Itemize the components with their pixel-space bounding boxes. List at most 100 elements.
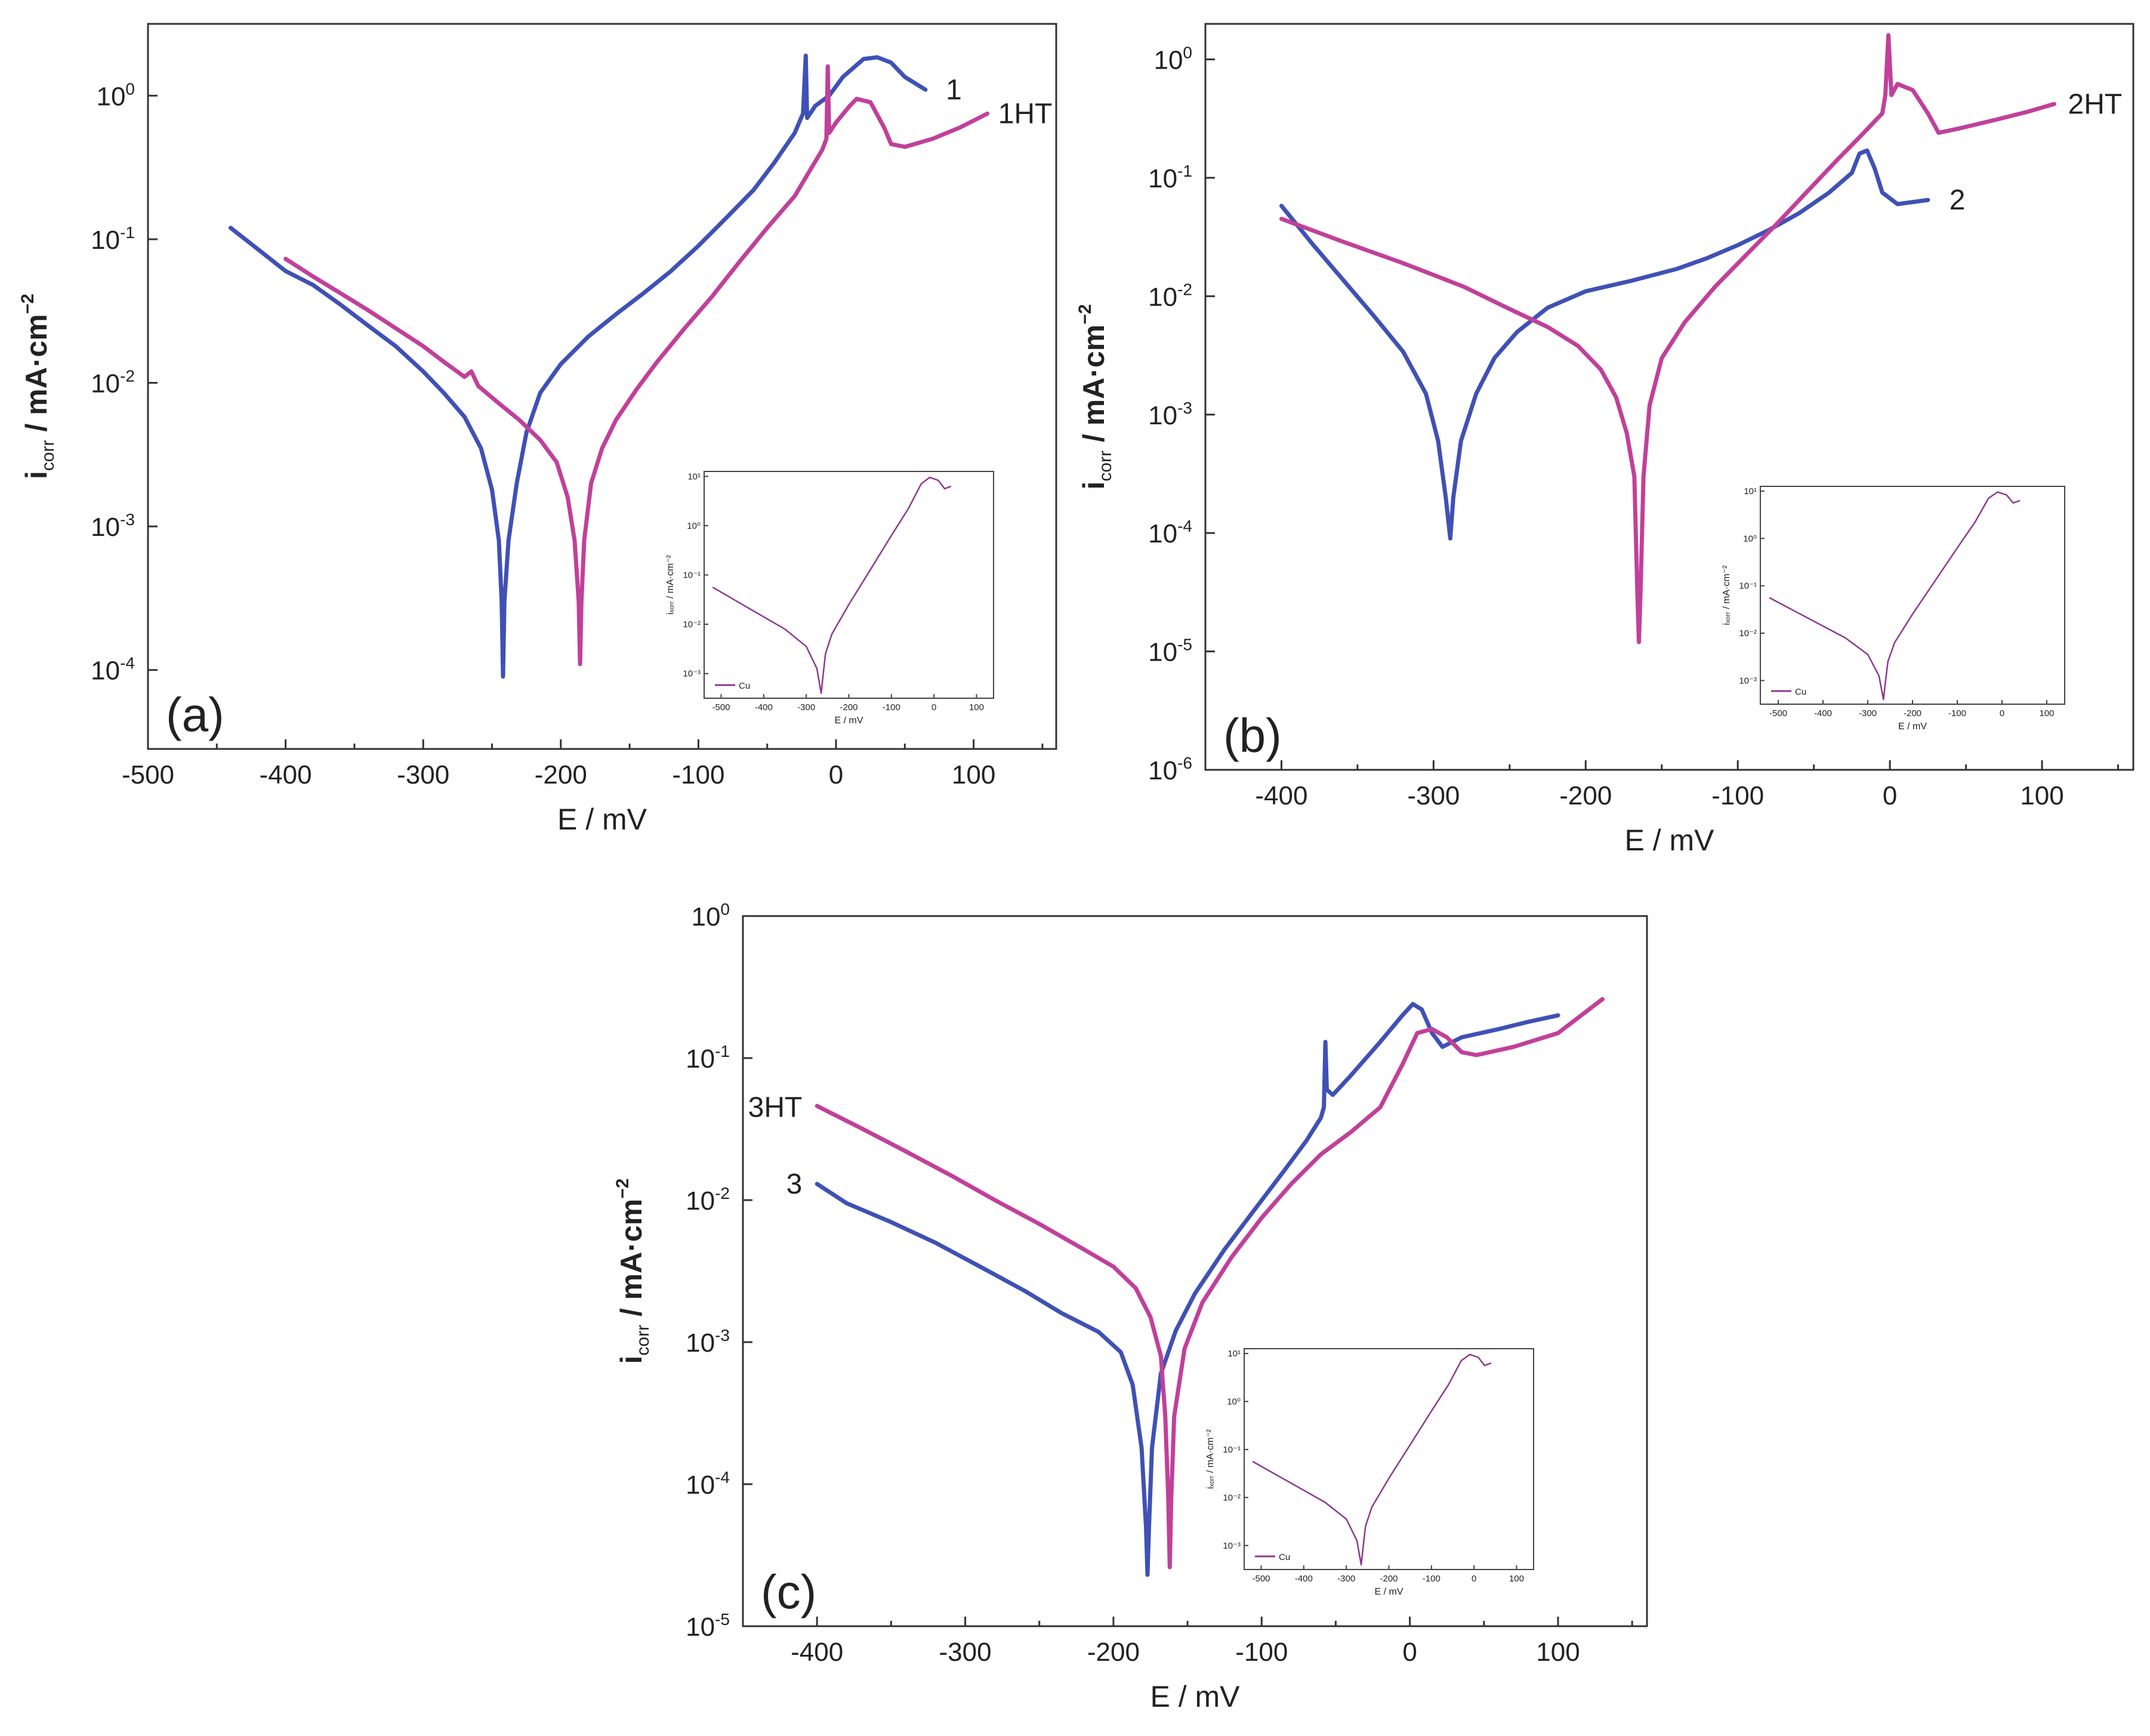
x-axis-label: E / mV (557, 803, 647, 836)
x-tick-label: -200 (535, 760, 587, 790)
inset-y-tick-label: 10⁻² (1739, 628, 1757, 639)
y-axis-label: icorr / mA·cm−2 (1075, 304, 1115, 490)
x-tick-label: 0 (829, 760, 843, 790)
x-axis-label: E / mV (1150, 1680, 1240, 1713)
inset-x-axis-label: E / mV (1374, 1587, 1403, 1597)
inset-x-tick-label: -300 (1337, 1574, 1355, 1584)
y-tick-label: 10-4 (686, 1468, 730, 1500)
inset-cu-curve (1769, 491, 2021, 701)
series-label-1: 1 (946, 74, 962, 106)
inset-frame (704, 471, 994, 699)
inset-chart: -500 -400 -300 -200 -100 0 100 10⁻³ 10⁻² 10⁻¹ 10⁰ 1… (665, 471, 994, 726)
inset-frame (1244, 1348, 1534, 1570)
x-axis-label: E / mV (1624, 824, 1714, 857)
x-tick-label: 0 (1883, 781, 1897, 810)
x-tick-label: 100 (1536, 1638, 1580, 1667)
inset-x-tick-label: -400 (1295, 1574, 1313, 1584)
series-line-1 (228, 53, 928, 679)
x-tick-label: -400 (1255, 781, 1307, 810)
x-tick-label: -400 (260, 760, 312, 790)
y-axis-label: icorr / mA·cm−2 (613, 1179, 653, 1364)
series-label-3HT: 3HT (748, 1092, 803, 1124)
inset-x-tick-label: -300 (1859, 708, 1877, 719)
inset-y-tick-label: 10⁻² (683, 619, 701, 630)
inset-y-tick-label: 10⁻¹ (1739, 581, 1757, 591)
panel-b: -400 -300 -200 -100 0 100 10-6 10-5 10-4 10-3 10-2… (1075, 23, 2134, 857)
x-tick-label: -200 (1559, 781, 1612, 810)
inset-y-tick-label: 10¹ (687, 471, 701, 482)
inset-legend-label: Cu (739, 681, 750, 691)
inset-x-axis-label: E / mV (834, 716, 863, 726)
y-tick-label: 10-2 (1148, 280, 1192, 312)
x-tick-label: -100 (672, 760, 724, 790)
y-tick-label: 10-1 (1148, 162, 1192, 193)
inset-y-tick-label: 10⁰ (687, 521, 701, 531)
y-tick-label: 10-4 (91, 654, 135, 686)
series-label-2HT: 2HT (2068, 88, 2123, 120)
inset-cu-curve (1252, 1353, 1492, 1566)
inset-x-tick-label: 100 (1509, 1574, 1524, 1584)
series-line-1HT (283, 64, 990, 667)
inset-y-tick-label: 10⁻³ (1223, 1541, 1241, 1551)
plot-frame (1204, 23, 2134, 771)
series-line-3HT (815, 997, 1605, 1570)
x-tick-label: -200 (1087, 1638, 1140, 1667)
inset-y-tick-label: 10⁻³ (683, 669, 701, 679)
inset-x-tick-label: -500 (1253, 1574, 1270, 1584)
inset-x-tick-label: 0 (931, 702, 936, 713)
inset-x-tick-label: -400 (1814, 708, 1832, 719)
plot-frame (742, 915, 1648, 1627)
x-tick-label: 0 (1402, 1638, 1417, 1667)
series-label-3: 3 (786, 1168, 803, 1200)
inset-x-tick-label: -400 (755, 702, 773, 713)
y-axis-label: icorr / mA·cm−2 (18, 294, 58, 479)
y-tick-label: 10-3 (91, 510, 135, 542)
x-tick-label: -100 (1711, 781, 1764, 810)
x-tick-label: 100 (2020, 781, 2063, 810)
y-tick-label: 10-4 (1148, 517, 1192, 548)
inset-x-tick-label: -200 (1904, 708, 1921, 719)
inset-x-axis-label: E / mV (1898, 721, 1927, 732)
inset-x-tick-label: -200 (1380, 1574, 1398, 1584)
x-tick-label: -300 (1407, 781, 1460, 810)
panel-a: -500 -400 -300 -200 -100 0 10010-410-310-210-1… (18, 23, 1057, 836)
inset-legend-label: Cu (1795, 687, 1806, 697)
x-tick-label: -300 (397, 760, 449, 790)
inset-y-axis-label: iₓₒᵣᵣ / mA·cm⁻² (1205, 1429, 1216, 1489)
y-tick-label: 10-2 (91, 366, 135, 398)
inset-y-tick-label: 10⁰ (1227, 1396, 1241, 1407)
series-line-2 (1279, 148, 1930, 541)
series-label-2: 2 (1950, 184, 1966, 216)
inset-x-tick-label: -100 (1423, 1574, 1440, 1584)
y-tick-label: 100 (96, 79, 135, 111)
inset-chart: -500 -400 -300 -200 -100 0 100 10⁻³ 10⁻² 10⁻¹ 10⁰ 1… (1722, 486, 2065, 732)
plot-frame (147, 23, 1057, 750)
x-tick-label: -300 (939, 1638, 992, 1667)
inset-x-tick-label: -100 (883, 702, 900, 713)
inset-y-tick-label: 10⁻¹ (1223, 1445, 1241, 1455)
y-tick-label: 10-6 (1148, 754, 1192, 785)
panel-label: (c) (761, 1565, 816, 1618)
x-tick-label: -500 (122, 760, 174, 790)
series-label-1HT: 1HT (998, 98, 1053, 129)
y-tick-label: 10-3 (1148, 399, 1192, 430)
inset-x-tick-label: 0 (1472, 1574, 1476, 1584)
inset-y-axis-label: iₓₒᵣᵣ / mA·cm⁻² (665, 554, 675, 615)
inset-y-tick-label: 10¹ (1744, 486, 1757, 497)
panel-c: -400 -300 -200 -100 0 100 10-5 10-4 10-3 10-2 10-1… (613, 900, 1648, 1713)
y-tick-label: 100 (1153, 44, 1192, 75)
inset-y-tick-label: 10⁻¹ (683, 570, 701, 580)
y-tick-label: 10-5 (686, 1610, 730, 1642)
y-tick-label: 10-1 (686, 1042, 730, 1074)
series-line-3 (815, 1002, 1560, 1577)
inset-x-tick-label: 100 (969, 702, 984, 713)
inset-y-axis-label: iₓₒᵣᵣ / mA·cm⁻² (1722, 565, 1732, 625)
panel-label: (b) (1223, 709, 1282, 762)
inset-y-tick-label: 10⁻³ (1739, 676, 1757, 686)
inset-frame (1760, 486, 2065, 705)
y-tick-label: 10-1 (91, 223, 135, 255)
y-tick-label: 10-2 (686, 1184, 730, 1216)
inset-chart: -500 -400 -300 -200 -100 0 100 10⁻³ 10⁻² 10⁻¹ 10⁰ 1… (1205, 1348, 1534, 1597)
inset-x-tick-label: 0 (2000, 708, 2004, 719)
